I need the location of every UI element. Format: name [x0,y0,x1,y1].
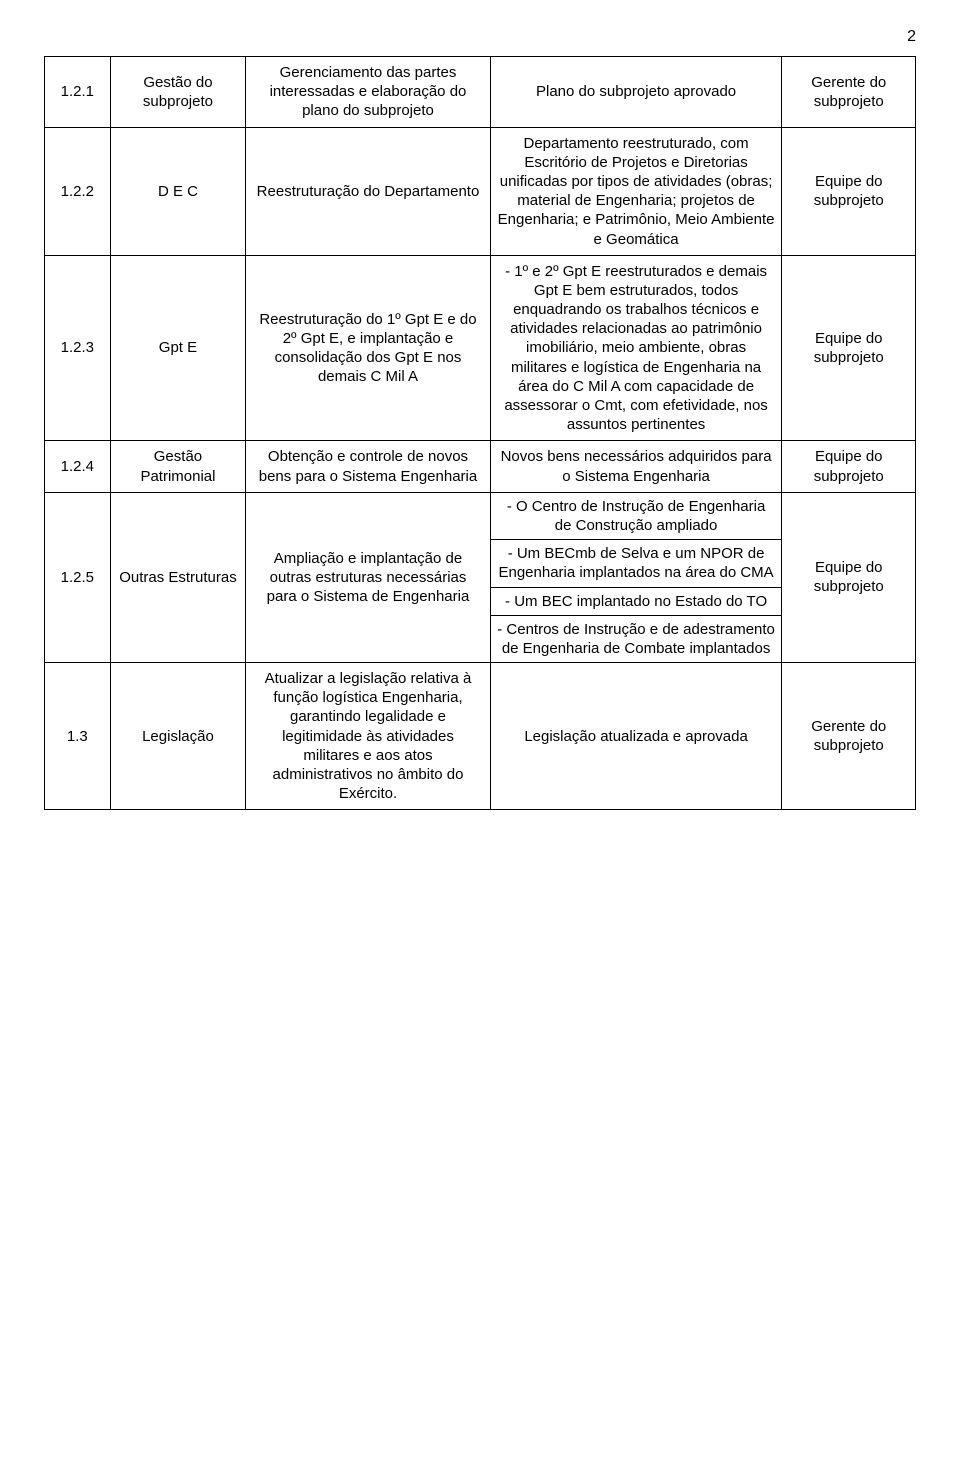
cell-id: 1.2.1 [45,57,111,128]
cell-col3: Plano do subprojeto aprovado [490,57,782,128]
cell-col4: Equipe do subprojeto [782,492,916,662]
cell-id: 1.2.2 [45,127,111,255]
cell-col3-p2: - Um BECmb de Selva e um NPOR de Engenha… [490,540,782,587]
cell-id: 1.3 [45,663,111,810]
cell-col2: Reestruturação do 1º Gpt E e do 2º Gpt E… [246,255,490,441]
table-row: 1.2.3 Gpt E Reestruturação do 1º Gpt E e… [45,255,916,441]
cell-col3-p1: - O Centro de Instrução de Engenharia de… [490,492,782,539]
cell-id: 1.2.5 [45,492,111,662]
cell-id: 1.2.4 [45,441,111,492]
cell-col4: Equipe do subprojeto [782,441,916,492]
table-row: 1.2.1 Gestão do subprojeto Gerenciamento… [45,57,916,128]
cell-id: 1.2.3 [45,255,111,441]
document-table: 1.2.1 Gestão do subprojeto Gerenciamento… [44,56,916,810]
cell-col3: Departamento reestruturado, com Escritór… [490,127,782,255]
cell-col3-p3: - Um BEC implantado no Estado do TO [490,587,782,615]
cell-col3: Novos bens necessários adquiridos para o… [490,441,782,492]
page-number: 2 [44,28,916,46]
cell-col2: Obtenção e controle de novos bens para o… [246,441,490,492]
cell-col2: Reestruturação do Departamento [246,127,490,255]
cell-col1: Outras Estruturas [110,492,246,662]
cell-col3: - 1º e 2º Gpt E reestruturados e demais … [490,255,782,441]
cell-col2: Gerenciamento das partes interessadas e … [246,57,490,128]
cell-col4: Gerente do subprojeto [782,663,916,810]
cell-col4: Equipe do subprojeto [782,255,916,441]
cell-col1: Gestão Patrimonial [110,441,246,492]
cell-col2: Atualizar a legislação relativa à função… [246,663,490,810]
cell-col1: Gestão do subprojeto [110,57,246,128]
cell-col1: Gpt E [110,255,246,441]
table-row: 1.2.5 Outras Estruturas Ampliação e impl… [45,492,916,539]
cell-col3: Legislação atualizada e aprovada [490,663,782,810]
cell-col1: Legislação [110,663,246,810]
cell-col2: Ampliação e implantação de outras estrut… [246,492,490,662]
cell-col3-p4: - Centros de Instrução e de adestramento… [490,615,782,662]
table-row: 1.2.2 D E C Reestruturação do Departamen… [45,127,916,255]
table-row: 1.3 Legislação Atualizar a legislação re… [45,663,916,810]
table-row: 1.2.4 Gestão Patrimonial Obtenção e cont… [45,441,916,492]
cell-col4: Gerente do subprojeto [782,57,916,128]
cell-col4: Equipe do subprojeto [782,127,916,255]
cell-col1: D E C [110,127,246,255]
